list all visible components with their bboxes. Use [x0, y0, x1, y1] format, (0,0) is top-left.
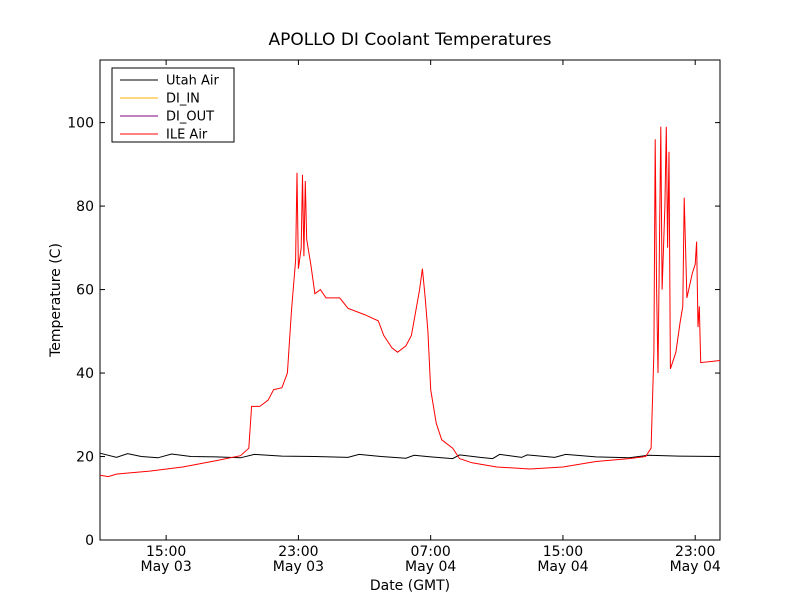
x-tick-label-date: May 03 — [141, 559, 192, 575]
x-tick-label-time: 23:00 — [278, 544, 318, 560]
x-tick-label-time: 23:00 — [675, 544, 715, 560]
x-axis-label: Date (GMT) — [370, 578, 450, 594]
x-tick-label-time: 15:00 — [543, 544, 583, 560]
series-line-utah-air — [99, 452, 721, 460]
y-axis-label: Temperature (C) — [48, 243, 64, 358]
y-tick-label: 0 — [85, 533, 94, 549]
x-tick-label-date: May 04 — [670, 559, 721, 575]
legend-label: Utah Air — [166, 74, 219, 89]
legend-label: DI_OUT — [166, 110, 214, 125]
x-tick-label-date: May 03 — [273, 559, 324, 575]
y-tick-label: 20 — [76, 450, 94, 466]
y-tick-label: 100 — [67, 116, 94, 132]
legend-label: DI_IN — [166, 92, 200, 107]
legend: Utah Air DI_IN DI_OUT ILE Air — [111, 67, 235, 143]
x-tick-label-date: May 04 — [537, 559, 588, 575]
x-tick-label-time: 15:00 — [146, 544, 186, 560]
series-line-ile-air — [99, 126, 721, 478]
legend-label: ILE Air — [166, 128, 208, 143]
x-tick-label-time: 07:00 — [410, 544, 450, 560]
chart-title: APOLLO DI Coolant Temperatures — [268, 30, 551, 50]
y-tick-label: 80 — [76, 199, 94, 215]
x-tick-label-date: May 04 — [405, 559, 456, 575]
series-layer — [99, 126, 721, 478]
y-tick-label: 60 — [76, 283, 94, 299]
y-axis: 0 20 40 60 80 100 — [67, 116, 720, 549]
y-tick-label: 40 — [76, 366, 94, 382]
